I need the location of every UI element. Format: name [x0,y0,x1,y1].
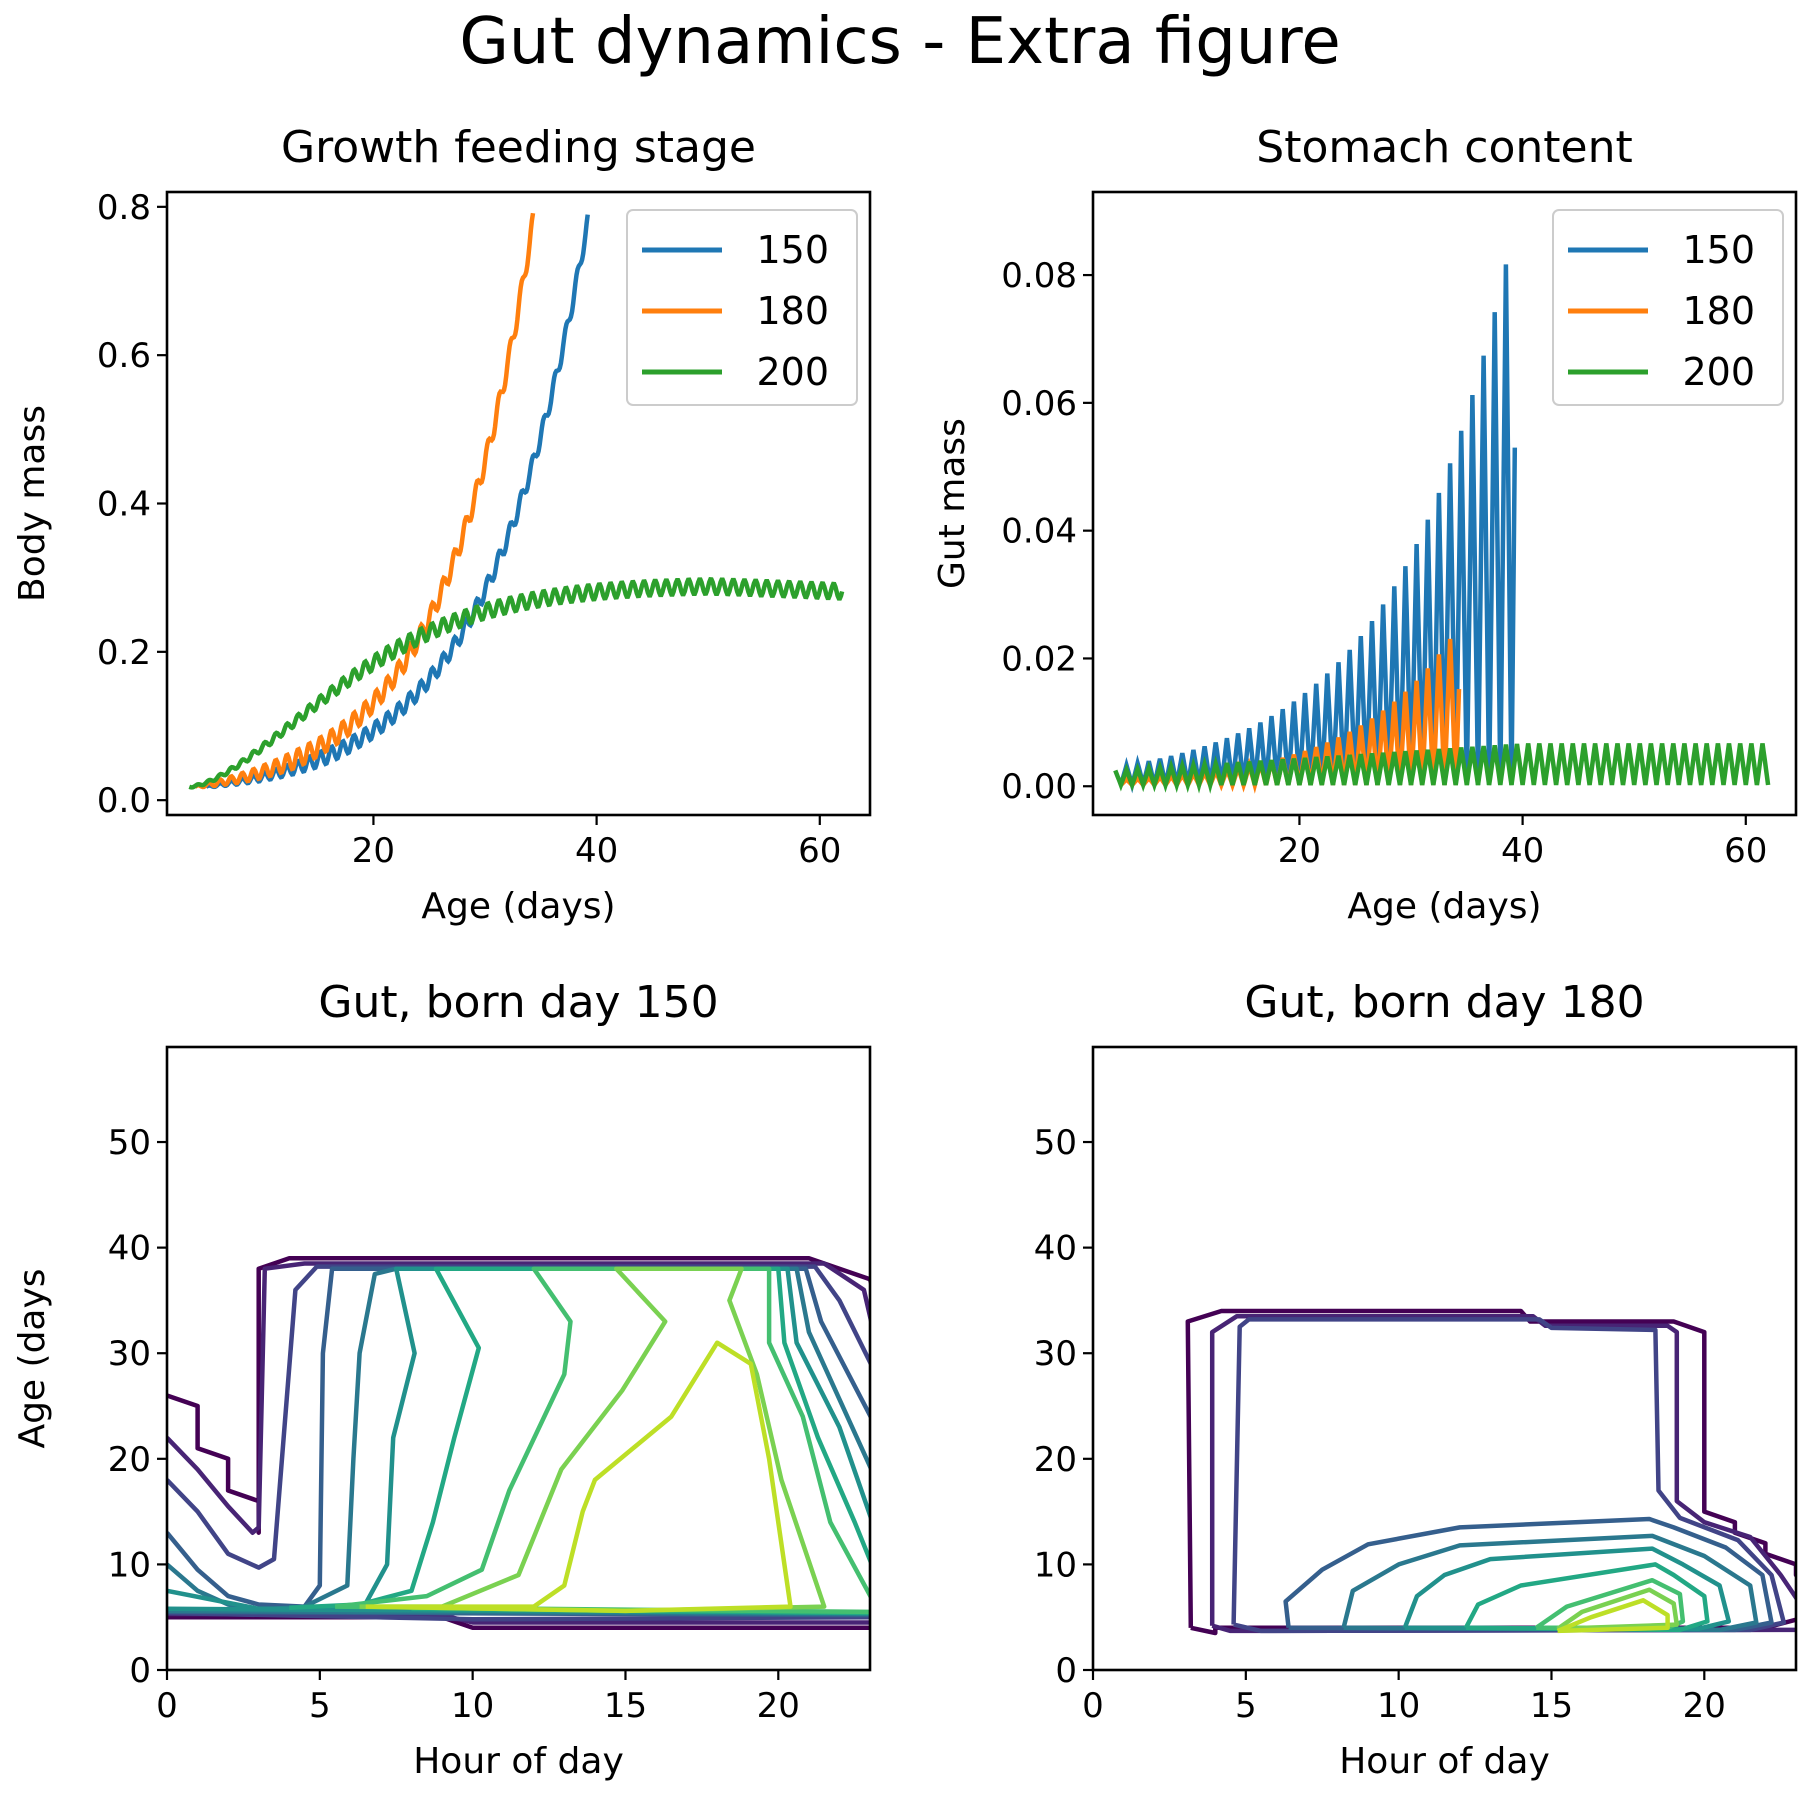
contour-line-level-1 [1185,1308,1796,1636]
plot-frame [165,1045,872,1672]
y-axis-label: Age (days [12,1268,53,1448]
x-tick-label: 40 [1501,831,1544,871]
panel-title: Stomach content [1256,122,1632,173]
legend-label-150: 150 [756,228,829,272]
legend-label-180: 180 [756,289,829,333]
y-tick-label: 50 [108,1123,151,1163]
y-tick-label: 0.06 [1001,384,1077,424]
x-tick-label: 20 [1278,831,1321,871]
y-tick-label: 20 [108,1440,151,1480]
y-tick-label: 40 [1034,1229,1077,1269]
y-tick-label: 0.0 [97,781,151,821]
legend-label-150: 150 [1682,228,1755,272]
plot-frame [165,190,872,817]
legend-box [626,209,858,406]
x-axis-label: Age (days) [1347,886,1541,927]
contour-line-level-5 [1341,1533,1759,1633]
panel-title: Gut, born day 180 [1244,977,1644,1028]
x-tick-label: 20 [1683,1686,1726,1726]
x-tick-label: 40 [575,831,618,871]
panel-stomach-content: Stomach content 20 40 60 0.00 0.02 0.04 0.06 0.0… [932,122,1798,927]
series-line-200 [1113,743,1771,794]
contour-line-level-9 [359,1266,827,1614]
contour-line-level-3 [167,1264,870,1622]
y-tick-label: 10 [1034,1545,1077,1585]
y-tick-label: 10 [108,1545,151,1585]
y-tick-label: 0.2 [97,633,151,673]
y-tick-label: 0.00 [1001,767,1077,807]
legend-label-180: 180 [1682,289,1755,333]
x-tick-label: 5 [309,1686,331,1726]
contour-line-level-7 [1463,1562,1710,1633]
y-tick-label: 0.6 [97,336,151,376]
panel-gut-born-day-150: Gut, born day 150 0 5 10 15 20 0 10 20 30 40 50 Hour… [12,977,872,1782]
figure-title: Gut dynamics - Extra figure [459,5,1340,79]
contour-line-level-3 [1231,1317,1787,1634]
y-tick-label: 40 [108,1229,151,1269]
x-tick-label: 20 [352,831,395,871]
legend-label-200: 200 [1682,350,1755,394]
y-tick-label: 0.8 [97,188,151,228]
contour-line-level-10 [1556,1598,1670,1634]
series-line-200 [188,577,845,790]
contour-line-level-2 [1209,1314,1796,1634]
y-tick-label: 0.04 [1001,512,1077,552]
panel-growth-feeding-stage: Growth feeding stage 20 40 60 0.0 0.2 0.4 0.6 0.… [12,122,872,927]
x-tick-label: 15 [604,1686,647,1726]
y-tick-label: 30 [108,1334,151,1374]
y-tick-label: 50 [1034,1123,1077,1163]
x-tick-label: 0 [1082,1686,1104,1726]
plot-frame [1091,190,1798,817]
x-tick-label: 5 [1235,1686,1257,1726]
x-tick-label: 60 [798,831,841,871]
y-tick-label: 0.4 [97,485,151,525]
x-tick-label: 10 [451,1686,494,1726]
y-tick-label: 0.02 [1001,639,1077,679]
x-tick-label: 60 [1724,831,1767,871]
x-axis-label: Hour of day [413,1741,624,1782]
y-tick-label: 0 [129,1651,151,1691]
contour-line-level-9 [1556,1587,1680,1632]
legend-label-200: 200 [756,350,829,394]
x-tick-label: 0 [156,1686,178,1726]
y-tick-label: 20 [1034,1440,1077,1480]
panel-title: Growth feeding stage [281,122,756,173]
y-axis-label: Gut mass [932,418,973,589]
panel-title: Gut, born day 150 [318,977,718,1028]
contour-line-level-10 [365,1340,793,1614]
panel-gut-born-day-180: Gut, born day 180 0 5 10 15 20 0 10 20 30 40 50 Hour… [1034,977,1798,1782]
y-tick-label: 0 [1055,1651,1077,1691]
contour-line-level-1 [167,1255,870,1631]
x-tick-label: 20 [757,1686,800,1726]
contour-line-level-6 [1402,1546,1732,1632]
legend-box [1552,209,1784,406]
contour-line-level-8 [334,1266,870,1615]
y-tick-label: 0.08 [1001,256,1077,296]
y-axis-label: Body mass [12,405,53,602]
contour-line-level-2 [167,1261,870,1625]
series-line-150 [205,214,590,790]
contour-line-level-4 [167,1266,870,1618]
series-line-150 [1118,264,1518,794]
series-line-180 [193,212,536,790]
x-axis-label: Age (days) [421,886,615,927]
x-tick-label: 10 [1377,1686,1420,1726]
plot-frame [1091,1045,1798,1672]
y-tick-label: 30 [1034,1334,1077,1374]
contour-line-level-4 [1283,1516,1774,1633]
x-axis-label: Hour of day [1339,1741,1550,1782]
x-tick-label: 15 [1530,1686,1573,1726]
